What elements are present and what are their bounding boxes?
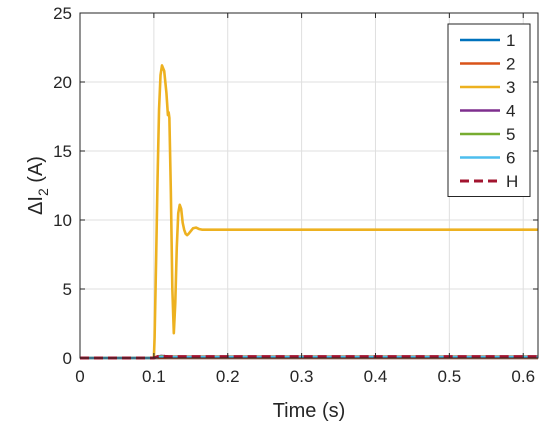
- y-tick-label: 25: [53, 4, 72, 23]
- axes: [79, 12, 539, 359]
- y-axis-label-suffix: (A): [25, 156, 47, 188]
- y-tick-label: 20: [53, 73, 72, 92]
- x-tick-label: 0.2: [216, 367, 240, 386]
- legend-label-5: 5: [506, 125, 515, 144]
- x-tick-label: 0.1: [142, 367, 166, 386]
- y-axis-label: ΔI2 (A): [25, 156, 51, 215]
- legend-label-H: H: [506, 172, 518, 191]
- y-axis-label-prefix: ΔI: [25, 196, 47, 215]
- x-tick-label: 0.3: [290, 367, 314, 386]
- legend-label-4: 4: [506, 102, 515, 121]
- y-tick-label: 5: [63, 280, 72, 299]
- y-tick-label: 0: [63, 349, 72, 368]
- x-tick-label: 0.4: [364, 367, 388, 386]
- x-axis-label: Time (s): [273, 400, 346, 422]
- series-line-3: [80, 64, 538, 360]
- y-tick-label: 10: [53, 211, 72, 230]
- y-axis-label-subscript: 2: [35, 188, 51, 196]
- x-tick-label: 0.6: [511, 367, 535, 386]
- legend-label-2: 2: [506, 55, 515, 74]
- x-tick-label: 0.5: [438, 367, 462, 386]
- legend: 1 2 3 4 5 6 H: [447, 23, 531, 197]
- legend-label-3: 3: [506, 78, 515, 97]
- plot-area-border: [79, 12, 539, 359]
- legend-label-1: 1: [506, 31, 515, 50]
- legend-label-6: 6: [506, 149, 515, 168]
- x-tick-label: 0: [75, 367, 84, 386]
- y-tick-label: 15: [53, 142, 72, 161]
